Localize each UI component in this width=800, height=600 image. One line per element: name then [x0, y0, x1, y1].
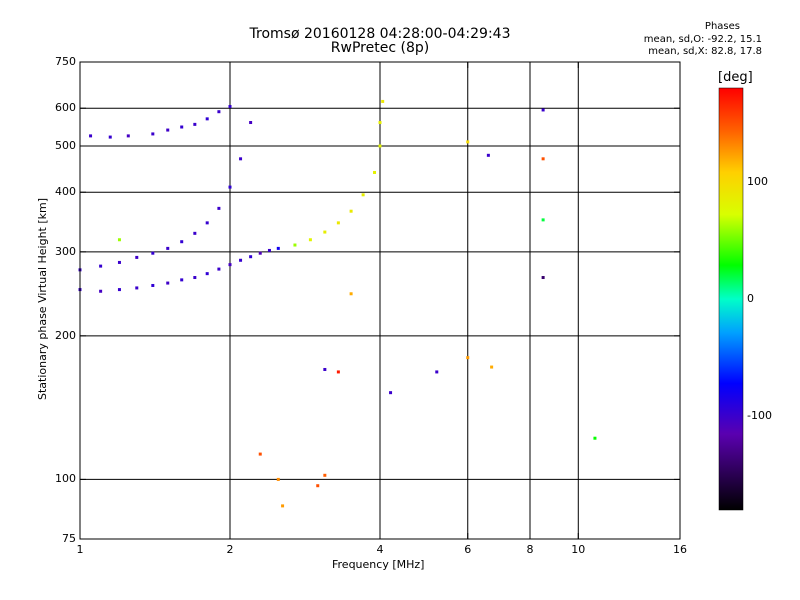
- data-point: [249, 255, 253, 259]
- data-point: [228, 105, 232, 109]
- y-tick-label: 500: [55, 138, 76, 152]
- data-point: [135, 286, 139, 290]
- x-axis-label: Frequency [MHz]: [332, 558, 425, 571]
- data-point: [541, 157, 545, 161]
- data-point: [486, 153, 490, 157]
- data-point: [193, 276, 197, 280]
- data-point: [180, 240, 184, 244]
- data-point: [435, 370, 439, 374]
- data-point: [151, 132, 155, 136]
- colorbar-label: deg: [723, 70, 748, 85]
- data-point: [466, 356, 470, 360]
- chart-subtitle: RwPretec (8p): [330, 40, 430, 56]
- data-point: [373, 170, 377, 174]
- x-tick-label: 1: [76, 543, 84, 556]
- data-point: [249, 121, 253, 125]
- phase-stats-x: mean, sd,X: 82.8, 17.8: [648, 46, 762, 57]
- data-point: [258, 251, 262, 255]
- data-point: [323, 230, 327, 234]
- data-point: [490, 365, 494, 369]
- data-point: [378, 144, 382, 148]
- y-tick-label: 200: [55, 328, 76, 342]
- data-point: [99, 264, 103, 268]
- axis-tick-marks: [79, 61, 743, 540]
- data-point: [228, 185, 232, 189]
- data-point: [258, 452, 262, 456]
- data-point: [193, 231, 197, 235]
- x-tick-label: 2: [226, 543, 234, 556]
- data-point: [293, 243, 297, 247]
- data-point: [466, 140, 470, 144]
- data-point: [276, 246, 280, 250]
- data-point: [308, 238, 312, 242]
- y-tick-label: 300: [55, 244, 76, 258]
- y-tick-label: 100: [55, 472, 76, 486]
- data-point: [217, 206, 221, 210]
- grid-lines: [80, 62, 680, 539]
- data-point: [239, 157, 243, 161]
- data-point: [205, 221, 209, 225]
- data-point: [180, 278, 184, 282]
- data-point: [117, 238, 121, 242]
- x-tick-label: 8: [526, 543, 534, 556]
- y-tick-label: 75: [62, 532, 76, 545]
- data-point: [541, 108, 545, 112]
- data-point: [166, 281, 170, 285]
- chart-title: Tromsø 20160128 04:28:00-04:29:43: [249, 26, 511, 42]
- data-point: [267, 248, 271, 252]
- data-point: [239, 258, 243, 262]
- data-point: [323, 367, 327, 371]
- y-axis-label: Stationary phase Virtual Height [km]: [36, 197, 49, 400]
- data-point: [281, 504, 285, 508]
- colorbar: [718, 87, 744, 511]
- colorbar-tick-label: 100: [747, 174, 768, 188]
- data-point: [135, 255, 139, 259]
- data-point: [151, 251, 155, 255]
- data-point: [193, 122, 197, 126]
- data-point: [323, 473, 327, 477]
- x-tick-label: 16: [673, 543, 687, 556]
- data-point: [228, 263, 232, 267]
- colorbar-tick-label: -100: [747, 409, 772, 423]
- data-point: [316, 484, 320, 488]
- data-point: [89, 134, 93, 138]
- x-tick-label: 4: [376, 543, 384, 556]
- data-point: [378, 121, 382, 125]
- data-point: [166, 246, 170, 250]
- scatter-points: [78, 99, 597, 508]
- data-point: [217, 110, 221, 114]
- colorbar-label-wrapper: [deg]: [718, 70, 753, 85]
- data-point: [389, 391, 393, 395]
- data-point: [117, 260, 121, 264]
- data-point: [361, 193, 365, 197]
- phase-stats-heading: Phases: [704, 21, 740, 32]
- data-point: [276, 477, 280, 481]
- data-point: [336, 221, 340, 225]
- data-point: [126, 134, 130, 138]
- data-point: [117, 288, 121, 292]
- data-point: [180, 125, 184, 129]
- data-point: [381, 99, 385, 103]
- data-point: [593, 436, 597, 440]
- data-point: [336, 370, 340, 374]
- data-point: [205, 272, 209, 276]
- colorbar-tick-label: 0: [747, 292, 754, 305]
- data-point: [99, 289, 103, 293]
- data-point: [205, 117, 209, 121]
- x-tick-label: 10: [571, 543, 586, 556]
- data-point: [349, 209, 353, 213]
- phase-stats-o: mean, sd,O: -92.2, 15.1: [643, 34, 762, 45]
- data-point: [108, 135, 112, 139]
- data-point: [166, 128, 170, 132]
- data-point: [541, 218, 545, 222]
- data-point: [217, 267, 221, 271]
- data-point: [541, 276, 545, 280]
- y-tick-label: 750: [55, 55, 76, 68]
- data-point: [151, 283, 155, 287]
- y-tick-label: 600: [55, 101, 76, 115]
- x-tick-label: 6: [464, 543, 472, 556]
- y-tick-label: 400: [55, 185, 76, 199]
- data-point: [349, 292, 353, 296]
